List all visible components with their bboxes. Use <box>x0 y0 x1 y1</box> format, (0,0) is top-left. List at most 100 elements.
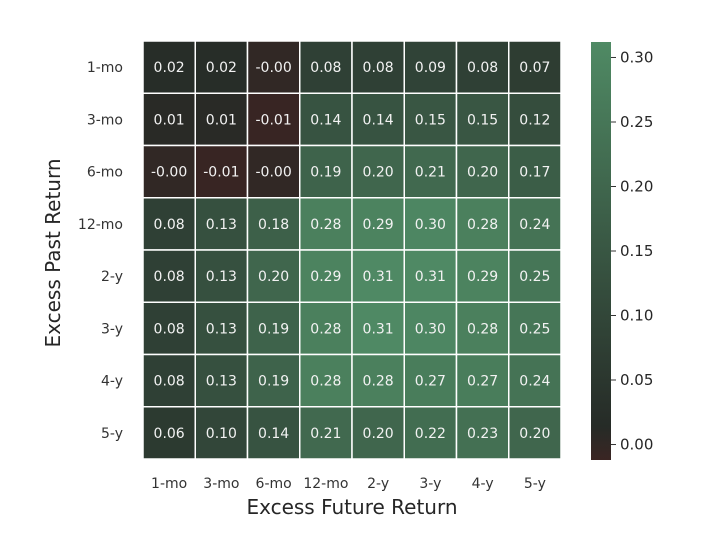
cell-value-label: 0.14 <box>310 112 341 128</box>
colorbar-tick-label: 0.30 <box>620 48 653 66</box>
colorbar-tick-label: 0.05 <box>620 371 653 389</box>
heatmap-cell <box>403 353 458 408</box>
cell-value-label: 0.08 <box>310 60 341 76</box>
cell-value-label: 0.27 <box>467 374 498 390</box>
cell-value-label: -0.00 <box>256 60 292 76</box>
heatmap-cell <box>455 197 510 251</box>
cell-value-label: 0.28 <box>310 321 341 337</box>
cell-value-label: 0.19 <box>258 374 289 390</box>
cell-value-label: 0.29 <box>310 269 341 285</box>
cell-value-label: 0.14 <box>363 112 394 128</box>
cell-value-label: 0.13 <box>206 321 237 337</box>
cell-value-label: 0.02 <box>154 60 185 76</box>
heatmap-cell <box>508 353 562 408</box>
cell-value-label: 0.13 <box>206 217 237 233</box>
colorbar-tick-label: 0.00 <box>620 436 653 454</box>
cell-value-label: 0.29 <box>467 269 498 285</box>
cell-value-label: 0.17 <box>519 165 550 181</box>
cell-value-label: 0.25 <box>519 269 550 285</box>
cell-value-label: 0.15 <box>467 112 498 128</box>
cell-value-label: 0.21 <box>415 165 446 181</box>
y-tick-label: 2-y <box>101 269 123 285</box>
cell-value-label: 0.08 <box>154 269 185 285</box>
x-tick-label: 4-y <box>472 476 494 492</box>
x-tick-label: 3-y <box>419 476 441 492</box>
heatmap-cell <box>508 40 562 94</box>
x-axis-title: Excess Future Return <box>246 495 457 519</box>
cell-value-label: -0.00 <box>256 165 292 181</box>
heatmap-cell <box>299 249 353 303</box>
heatmap-cell <box>246 406 301 460</box>
cell-value-label: 0.20 <box>363 165 394 181</box>
x-tick-label: 3-mo <box>203 476 239 492</box>
heatmap-cell <box>246 197 301 251</box>
cell-value-label: 0.14 <box>258 426 289 442</box>
colorbar-ticks: 0.00 0.05 0.10 0.15 0.20 0.25 0.30 <box>611 48 653 454</box>
cell-value-label: 0.20 <box>363 426 394 442</box>
colorbar-tick-label: 0.10 <box>620 307 653 325</box>
cell-value-label: 0.21 <box>310 426 341 442</box>
heatmap-cell <box>299 144 353 199</box>
cell-value-label: 0.28 <box>363 374 394 390</box>
y-tick-labels: 1-mo 3-mo 6-mo 12-mo 2-y 3-y 4-y 5-y <box>78 60 123 442</box>
cell-value-label: 0.24 <box>519 374 550 390</box>
y-tick-label: 6-mo <box>87 165 123 181</box>
heatmap-cell <box>403 92 458 147</box>
cell-value-label: 0.28 <box>310 217 341 233</box>
heatmap-cell <box>142 353 196 408</box>
heatmap-cells: 0.02 0.02 -0.00 0.08 0.08 0.09 0.08 0.07 0.01 0.0… <box>142 40 562 460</box>
heatmap-cell <box>508 144 562 199</box>
y-tick-label: 1-mo <box>87 60 123 76</box>
heatmap-cell <box>351 353 405 408</box>
cell-value-label: 0.08 <box>154 321 185 337</box>
heatmap-cell <box>351 197 405 251</box>
heatmap-cell <box>508 92 562 147</box>
heatmap-cell <box>403 40 458 94</box>
colorbar-tick-label: 0.15 <box>620 242 653 260</box>
colorbar <box>591 42 611 460</box>
cell-value-label: 0.01 <box>154 112 185 128</box>
cell-value-label: 0.19 <box>310 165 341 181</box>
cell-value-label: 0.01 <box>206 112 237 128</box>
cell-value-label: 0.15 <box>415 112 446 128</box>
y-tick-label: 5-y <box>101 426 123 442</box>
y-tick-label: 4-y <box>101 374 123 390</box>
cell-value-label: 0.31 <box>363 269 394 285</box>
heatmap-cell <box>508 301 562 356</box>
heatmap-cell <box>194 144 249 199</box>
cell-value-label: 0.08 <box>154 217 185 233</box>
cell-value-label: 0.20 <box>258 269 289 285</box>
heatmap-cell <box>194 92 249 147</box>
heatmap-cell <box>455 144 510 199</box>
cell-value-label: 0.02 <box>206 60 237 76</box>
heatmap-cell <box>142 406 196 460</box>
heatmap-cell <box>194 40 249 94</box>
y-tick-label: 12-mo <box>78 217 123 233</box>
cell-value-label: 0.08 <box>154 374 185 390</box>
x-tick-label: 2-y <box>367 476 389 492</box>
cell-value-label: 0.10 <box>206 426 237 442</box>
cell-value-label: 0.18 <box>258 217 289 233</box>
heatmap-cell <box>142 144 196 199</box>
heatmap-cell <box>403 144 458 199</box>
heatmap-cell <box>455 353 510 408</box>
heatmap-cell <box>403 301 458 356</box>
cell-value-label: 0.13 <box>206 374 237 390</box>
x-tick-label: 6-mo <box>256 476 292 492</box>
y-tick-label: 3-mo <box>87 112 123 128</box>
cell-value-label: 0.08 <box>363 60 394 76</box>
heatmap-cell <box>351 249 405 303</box>
cell-value-label: 0.12 <box>519 112 550 128</box>
x-tick-label: 5-y <box>524 476 546 492</box>
cell-value-label: 0.22 <box>415 426 446 442</box>
cell-value-label: 0.27 <box>415 374 446 390</box>
colorbar-tick-label: 0.25 <box>620 113 653 131</box>
heatmap-cell <box>246 144 301 199</box>
heatmap-cell <box>351 301 405 356</box>
cell-value-label: 0.31 <box>363 321 394 337</box>
heatmap-cell <box>299 406 353 460</box>
cell-value-label: 0.31 <box>415 269 446 285</box>
cell-value-label: 0.28 <box>467 321 498 337</box>
cell-value-label: 0.09 <box>415 60 446 76</box>
